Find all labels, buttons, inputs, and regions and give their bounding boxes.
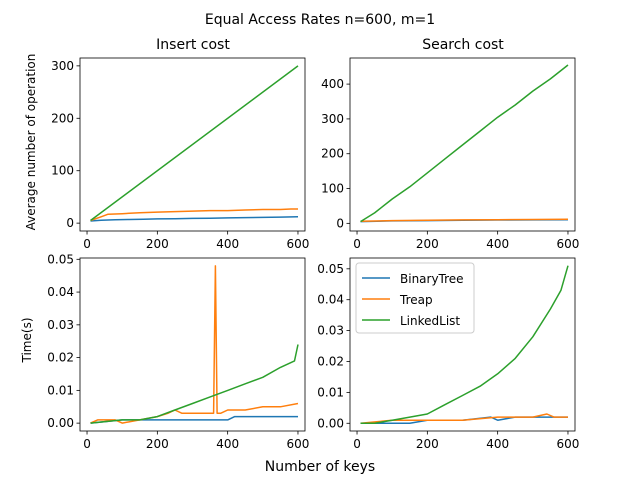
series-line-linkedlist — [90, 344, 299, 424]
x-ticks: 0 200 400 600 — [353, 431, 579, 451]
x-tick-label: 400 — [216, 237, 239, 251]
x-tick-label: 200 — [416, 237, 439, 251]
legend-frame — [355, 262, 475, 334]
figure-suptitle: Equal Access Rates n=600, m=1 — [205, 12, 435, 28]
search-time-panel: 0 200 400 600 0.00 0.01 0.02 0.03 0.04 0.05 — [317, 257, 579, 451]
figure-xlabel: Number of keys — [265, 459, 375, 475]
x-tick-label: 400 — [486, 237, 509, 251]
y-tick-label: 0.04 — [317, 293, 344, 307]
y-axis-label: Average number of operation — [24, 54, 38, 231]
x-tick-label: 200 — [416, 437, 439, 451]
series-line-linkedlist — [360, 265, 569, 425]
x-tick-label: 600 — [287, 437, 310, 451]
x-tick-label: 0 — [83, 437, 91, 451]
series-line-linkedlist — [90, 65, 299, 222]
y-tick-label: 0.00 — [47, 416, 74, 430]
y-tick-label: 100 — [51, 164, 74, 178]
axes-frame — [349, 57, 576, 232]
y-tick-label: 0.03 — [317, 324, 344, 338]
y-tick-label: 0.04 — [47, 285, 74, 299]
legend-label-linkedlist: LinkedList — [400, 314, 460, 328]
x-ticks: 0 200 400 600 — [83, 231, 309, 251]
x-tick-label: 200 — [146, 437, 169, 451]
axes-frame — [79, 257, 306, 432]
y-ticks: 0.00 0.01 0.02 0.03 0.04 0.05 — [317, 262, 350, 430]
series-lines — [360, 265, 569, 425]
y-ticks: 0.00 0.01 0.02 0.03 0.04 0.05 — [47, 252, 80, 430]
x-tick-label: 400 — [486, 437, 509, 451]
y-tick-label: 0.01 — [317, 385, 344, 399]
series-line-treap — [360, 413, 568, 425]
x-tick-label: 0 — [353, 237, 361, 251]
legend-label-binarytree: BinaryTree — [400, 272, 464, 286]
y-tick-label: 0 — [66, 216, 74, 230]
y-axis-label: Time(s) — [20, 318, 34, 364]
x-tick-label: 600 — [557, 437, 580, 451]
x-ticks: 0 200 400 600 — [353, 231, 579, 251]
y-tick-label: 200 — [321, 147, 344, 161]
panel-title: Search cost — [422, 37, 504, 53]
y-tick-label: 0.05 — [317, 262, 344, 276]
y-tick-label: 300 — [321, 112, 344, 126]
y-tick-label: 200 — [51, 111, 74, 125]
y-tick-label: 0 — [336, 216, 344, 230]
y-tick-label: 0.05 — [47, 252, 74, 266]
y-tick-label: 300 — [51, 59, 74, 73]
x-ticks: 0 200 400 600 — [83, 431, 309, 451]
axes-frame — [79, 57, 306, 232]
insert-cost-panel: Insert cost Average number of operation … — [24, 37, 309, 251]
x-tick-label: 200 — [146, 237, 169, 251]
panel-title: Insert cost — [156, 37, 230, 53]
series-line-treap — [360, 218, 569, 223]
x-tick-label: 600 — [557, 237, 580, 251]
y-ticks: 0 100 200 300 400 — [321, 77, 350, 230]
y-tick-label: 0.00 — [317, 416, 344, 430]
series-lines — [90, 65, 299, 222]
y-tick-label: 0.03 — [47, 318, 74, 332]
x-tick-label: 0 — [353, 437, 361, 451]
y-tick-label: 400 — [321, 77, 344, 91]
x-tick-label: 0 — [83, 237, 91, 251]
series-line-treap — [90, 208, 298, 222]
series-lines — [360, 64, 569, 223]
series-line-binarytree — [90, 216, 299, 222]
series-lines — [90, 265, 299, 424]
legend: BinaryTree Treap LinkedList — [355, 262, 475, 334]
series-line-binarytree — [360, 416, 568, 425]
x-tick-label: 600 — [287, 237, 310, 251]
axes-frame — [349, 257, 576, 432]
y-tick-label: 0.01 — [47, 383, 74, 397]
x-tick-label: 400 — [216, 437, 239, 451]
legend-label-treap: Treap — [399, 293, 433, 307]
y-tick-label: 0.02 — [47, 351, 74, 365]
series-line-linkedlist — [360, 64, 569, 223]
insert-time-panel: Time(s) 0 200 400 6000.000.010.020.030.040.… — [20, 252, 309, 451]
search-cost-panel: Search cost 0 200 400 600 0 100 200 300 400 — [321, 37, 579, 251]
y-tick-label: 0.02 — [317, 354, 344, 368]
y-tick-label: 100 — [321, 182, 344, 196]
series-line-treap — [90, 265, 299, 424]
y-ticks: 0 100 200 300 — [51, 59, 80, 230]
